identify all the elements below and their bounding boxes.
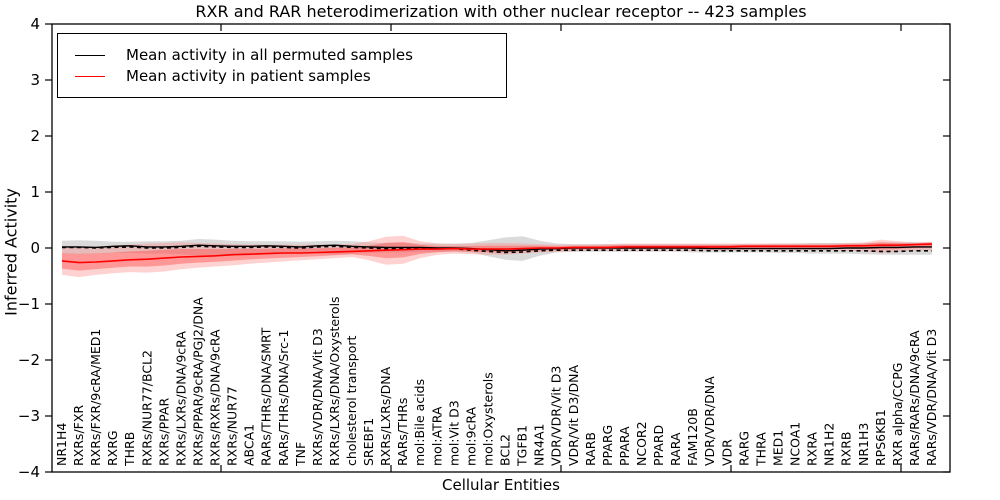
band-inner-patient-sample-range (62, 242, 932, 271)
line-patient-mean (61, 243, 933, 264)
x-tick-label: RXRs/VDR/DNA/Vit D3 (310, 328, 325, 466)
x-tick-label: mol:9cRA (463, 406, 478, 466)
line-permuted-mean (62, 244, 932, 252)
y-tick-label: −4 (18, 463, 40, 481)
x-tick-label: THRA (753, 432, 768, 467)
x-tick-label: RXRs/PPAR (156, 398, 171, 466)
x-tick-label: BCL2 (498, 434, 513, 466)
x-tick-label: RXRs/LXRs/DNA/Oxysterols (327, 296, 342, 466)
x-tick-label: RARs/THRs/DNA/Src-1 (276, 330, 291, 466)
x-tick-label: RARs/THRs (395, 398, 410, 466)
y-tick-label: −1 (18, 295, 40, 313)
x-tick-label: NR1H2 (822, 423, 837, 466)
x-tick-label: NCOR2 (634, 421, 649, 466)
x-tick-label: RXRs/RXRs/DNA/9cRA (208, 329, 223, 466)
x-tick-label: PPARG (600, 425, 615, 466)
y-tick-label: −3 (18, 407, 40, 425)
x-tick-label: RXRs/PPAR/9cRA/PGJ2/DNA (191, 297, 206, 466)
legend-box: Mean activity in all permuted samples Me… (57, 33, 507, 98)
x-tick-label: mol:Bile acids (412, 379, 427, 466)
x-tick-label: RXRA (805, 432, 820, 466)
x-tick-label: RARB (583, 432, 598, 466)
legend-row-patient: Mean activity in patient samples (75, 66, 506, 85)
y-tick-label: 1 (30, 183, 40, 201)
dashed-permuted-sample-dashed-mean (62, 245, 932, 254)
x-tick-label: TGFB1 (515, 425, 530, 467)
y-tick-label: 0 (30, 239, 40, 257)
x-axis-label: Cellular Entities (442, 476, 560, 494)
legend-label-patient: Mean activity in patient samples (126, 66, 371, 85)
x-tick-label: RXRs/FXR (71, 405, 86, 466)
x-tick-label: RARs/THRs/DNA/SMRT (259, 327, 274, 466)
x-tick-label: NR4A1 (532, 424, 547, 467)
patient-line-swatch (75, 75, 105, 77)
x-tick-label: RARs/VDR/DNA/Vit D3 (924, 329, 939, 466)
x-tick-label: RXRs/LXRs/DNA (378, 366, 393, 466)
x-tick-label: RXRs/FXR/9cRA/MED1 (88, 329, 103, 466)
y-tick-label: 2 (30, 127, 40, 145)
x-tick-label: mol:Vit D3 (446, 400, 461, 466)
x-tick-label: mol:ATRA (429, 406, 444, 466)
x-tick-label: RARs/RARs/DNA/9cRA (907, 330, 922, 466)
x-tick-label: NCOA1 (788, 422, 803, 466)
x-tick-label: RARG (736, 431, 751, 466)
x-tick-label: VDR/VDR/DNA (702, 376, 717, 466)
x-tick-label: THRB (122, 432, 137, 467)
y-axis-label: Inferred Activity (1, 188, 21, 316)
x-tick-label: PPARD (651, 425, 666, 466)
x-tick-label: RXRs/NUR77/BCL2 (139, 350, 154, 466)
legend-label-permuted: Mean activity in all permuted samples (126, 45, 413, 64)
x-tick-label: RXR alpha/CCPG (890, 363, 905, 466)
y-tick-label: 4 (30, 15, 40, 33)
x-tick-label: VDR (719, 439, 734, 466)
x-tick-label: FAM120B (685, 408, 700, 466)
x-tick-label: RXRB (839, 431, 854, 466)
x-tick-label: VDR/VDR/Vit D3 (549, 366, 564, 466)
permuted-line-swatch (75, 54, 105, 56)
chart-title: RXR and RAR heterodimerization with othe… (195, 2, 807, 21)
x-tick-label: RXRG (105, 430, 120, 466)
x-tick-label: MED1 (771, 430, 786, 466)
x-tick-label: RARA (668, 432, 683, 466)
x-tick-label: RXRs/NUR77 (225, 386, 240, 466)
x-tick-label: SREBF1 (361, 418, 376, 466)
legend-row-permuted: Mean activity in all permuted samples (75, 45, 506, 64)
x-tick-label: TNF (293, 442, 308, 467)
x-tick-label: PPARA (617, 426, 632, 466)
x-tick-label: mol:Oxysterols (481, 372, 496, 466)
x-tick-label: VDR/Vit D3/DNA (566, 365, 581, 466)
x-tick-label: NR1H4 (54, 423, 69, 466)
x-tick-label: NR1H3 (856, 423, 871, 466)
x-tick-label: RPS6KB1 (873, 409, 888, 466)
x-tick-label: cholesterol transport (344, 335, 359, 466)
y-tick-label: 3 (30, 71, 40, 89)
y-tick-label: −2 (18, 351, 40, 369)
x-tick-label: RXRs/LXRs/DNA/9cRA (173, 331, 188, 466)
x-tick-label: ABCA1 (242, 424, 257, 466)
